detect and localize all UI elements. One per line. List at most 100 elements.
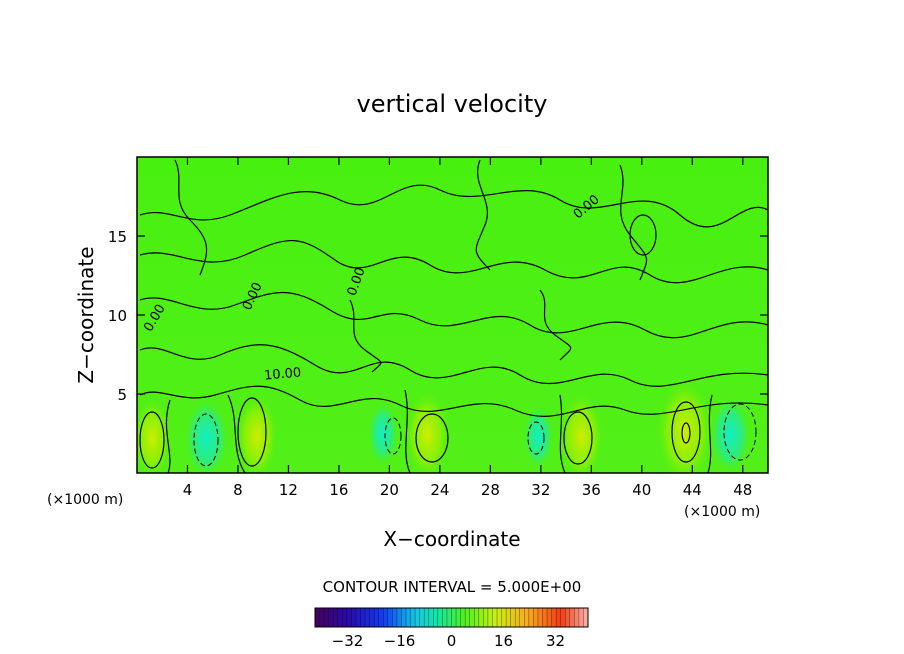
colorbar-cell	[578, 608, 584, 627]
colorbar-cell	[346, 608, 352, 627]
colorbar-cell	[351, 608, 357, 627]
colorbar-cell	[387, 608, 393, 627]
colorbar-cell	[542, 608, 548, 627]
colorbar-cell	[437, 608, 443, 627]
colorbar-cell	[324, 608, 330, 627]
x-tick-label: 24	[430, 481, 449, 499]
x-axis: 4 8 12 16 20 24 28 32 36 40 44 48	[183, 157, 752, 499]
colorbar-cell	[456, 608, 462, 627]
colorbar-cell	[433, 608, 439, 627]
colorbar-cell	[401, 608, 407, 627]
colorbar-cell	[519, 608, 525, 627]
x-tick-label: 48	[733, 481, 752, 499]
colorbar-cell	[497, 608, 503, 627]
updraft-core-2	[404, 389, 451, 473]
downdraft-core-2	[522, 404, 554, 470]
colorbar-cell	[355, 608, 361, 627]
colorbar-cell	[424, 608, 430, 627]
colorbar-cell	[574, 608, 580, 627]
x-tick-label: 16	[329, 481, 348, 499]
x-tick-label: 40	[632, 481, 651, 499]
colorbar-cell	[392, 608, 398, 627]
colorbar-cell	[515, 608, 521, 627]
colorbar-cell	[451, 608, 457, 627]
chart-title: vertical velocity	[357, 90, 548, 118]
colorbar-cell	[478, 608, 484, 627]
colorbar-cell	[396, 608, 402, 627]
colorbar-cell	[383, 608, 389, 627]
colorbar-frame	[314, 607, 589, 628]
x-tick-label: 36	[582, 481, 601, 499]
colorbar-cell	[510, 608, 516, 627]
colorbar-cell	[446, 608, 452, 627]
colorbar-cell	[333, 608, 339, 627]
colorbar-cell	[369, 608, 375, 627]
colorbar-cell	[547, 608, 553, 627]
colorbar-cell	[419, 608, 425, 627]
colorbar-cell	[415, 608, 421, 627]
colorbar-cell	[319, 608, 325, 627]
colorbar-cell	[328, 608, 334, 627]
colorbar-cell	[560, 608, 566, 627]
colorbar-tick-label: −16	[384, 632, 416, 650]
colorbar-cell	[556, 608, 562, 627]
y-tick-label: 15	[108, 228, 127, 246]
colorbar-cell	[537, 608, 543, 627]
colorbar-cell	[460, 608, 466, 627]
updraft-core-4	[655, 377, 714, 473]
x-tick-label: 44	[683, 481, 702, 499]
colorbar-tick-label: 16	[494, 632, 513, 650]
y-axis-label: Z−coordinate	[74, 246, 98, 383]
colorbar	[314, 607, 589, 628]
colorbar-cell	[583, 608, 589, 627]
contour-lines	[139, 159, 768, 473]
y-tick-label: 10	[108, 307, 127, 325]
x-tick-label: 28	[481, 481, 500, 499]
colorbar-cell	[501, 608, 507, 627]
colorbar-cell	[378, 608, 384, 627]
downdraft-core-0	[183, 396, 230, 473]
negative-contours	[193, 403, 757, 467]
x-tick-label: 8	[233, 481, 243, 499]
colorbar-tick-label: 0	[447, 632, 457, 650]
colorbar-cell	[487, 608, 493, 627]
x-tick-label: 12	[279, 481, 298, 499]
downdraft-core-3	[709, 395, 751, 473]
contour-label: 10.00	[264, 365, 302, 383]
colorbar-cell	[551, 608, 557, 627]
y-axis: 5 10 15	[108, 228, 768, 404]
colorbar-cell	[406, 608, 412, 627]
colorbar-cell	[428, 608, 434, 627]
colorbar-cell	[474, 608, 480, 627]
colorbar-cell	[565, 608, 571, 627]
colorbar-cell	[360, 608, 366, 627]
updraft-core-1	[235, 393, 279, 473]
colorbar-cell	[469, 608, 475, 627]
x-axis-label: X−coordinate	[383, 527, 520, 551]
y-tick-label: 5	[117, 386, 127, 404]
colorbar-cell	[365, 608, 371, 627]
colorbar-cell	[315, 608, 321, 627]
x-unit-right: (×1000 m)	[684, 504, 760, 520]
colorbar-tick-label: 32	[546, 632, 565, 650]
colorbar-ticks: −32 −16 0 16 32	[332, 632, 565, 650]
velocity-cores	[137, 377, 751, 473]
downdraft-core-1	[367, 400, 399, 467]
updraft-core-3	[558, 391, 605, 473]
colorbar-cell	[337, 608, 343, 627]
colorbar-cell	[569, 608, 575, 627]
colorbar-cell	[442, 608, 448, 627]
x-tick-label: 32	[531, 481, 550, 499]
colorbar-cell	[410, 608, 416, 627]
colorbar-cell	[528, 608, 534, 627]
colorbar-cell	[465, 608, 471, 627]
updraft-core-0	[137, 397, 172, 473]
colorbar-tick-label: −32	[332, 632, 364, 650]
x-tick-label: 4	[183, 481, 193, 499]
colorbar-cell	[524, 608, 530, 627]
colorbar-cell	[483, 608, 489, 627]
colorbar-cell	[506, 608, 512, 627]
